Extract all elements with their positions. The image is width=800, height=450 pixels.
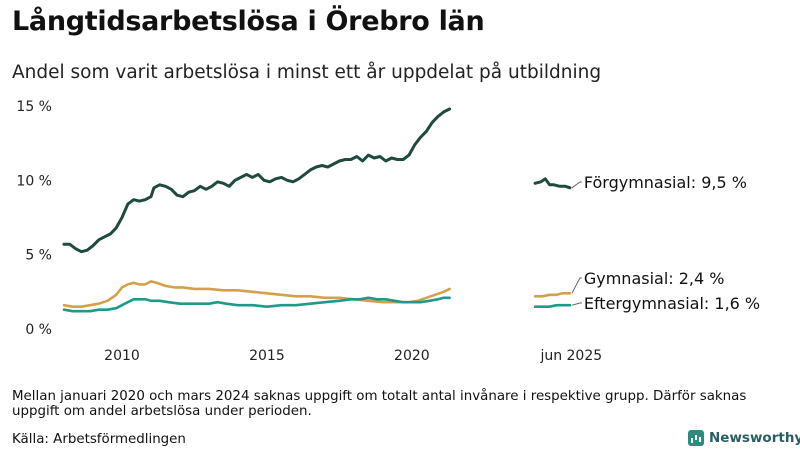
end-label-connector: [571, 302, 582, 306]
x-tick-label: 2020: [394, 348, 430, 364]
end-label-connector: [571, 277, 582, 294]
source-text: Källa: Arbetsförmedlingen: [12, 432, 186, 447]
series-line-gymnasial-segment-1: [62, 280, 451, 308]
series-line-eftergymnasial-segment-1: [62, 296, 451, 313]
x-axis: 2010 2015 2020 jun 2025: [104, 348, 602, 364]
x-tick-label: 2010: [104, 348, 140, 364]
x-tick-label: 2015: [249, 348, 285, 364]
y-tick-label: 0 %: [25, 322, 52, 338]
series-line-forgymnasial-segment-1: [62, 107, 452, 254]
end-label-gymnasial: Gymnasial: 2,4 %: [584, 269, 725, 288]
end-label-eftergymnasial: Eftergymnasial: 1,6 %: [584, 294, 760, 313]
series-line-eftergymnasial-segment-2: [533, 303, 572, 308]
chart-title: Långtidsarbetslösa i Örebro län: [12, 6, 485, 37]
end-label-forgymnasial: Förgymnasial: 9,5 %: [584, 173, 747, 192]
footnote: Mellan januari 2020 och mars 2024 saknas…: [12, 389, 747, 419]
newsworthy-logo-icon: [688, 430, 704, 446]
series-line-gymnasial-segment-2: [533, 292, 572, 298]
y-tick-label: 10 %: [16, 173, 52, 189]
brand-name: Newsworthy: [709, 430, 800, 446]
chart-subtitle: Andel som varit arbetslösa i minst ett å…: [12, 62, 602, 83]
y-axis: 0 % 5 % 10 % 15 %: [16, 99, 52, 338]
series-line-forgymnasial-segment-2: [533, 177, 572, 190]
y-tick-label: 5 %: [25, 248, 52, 264]
series-lines: [62, 107, 572, 313]
y-tick-label: 15 %: [16, 99, 52, 115]
end-label-connector: [571, 181, 582, 189]
brand-logo: Newsworthy: [688, 430, 800, 446]
end-labels: Förgymnasial: 9,5 % Gymnasial: 2,4 % Efter…: [571, 173, 760, 313]
x-tick-label: jun 2025: [539, 348, 602, 364]
